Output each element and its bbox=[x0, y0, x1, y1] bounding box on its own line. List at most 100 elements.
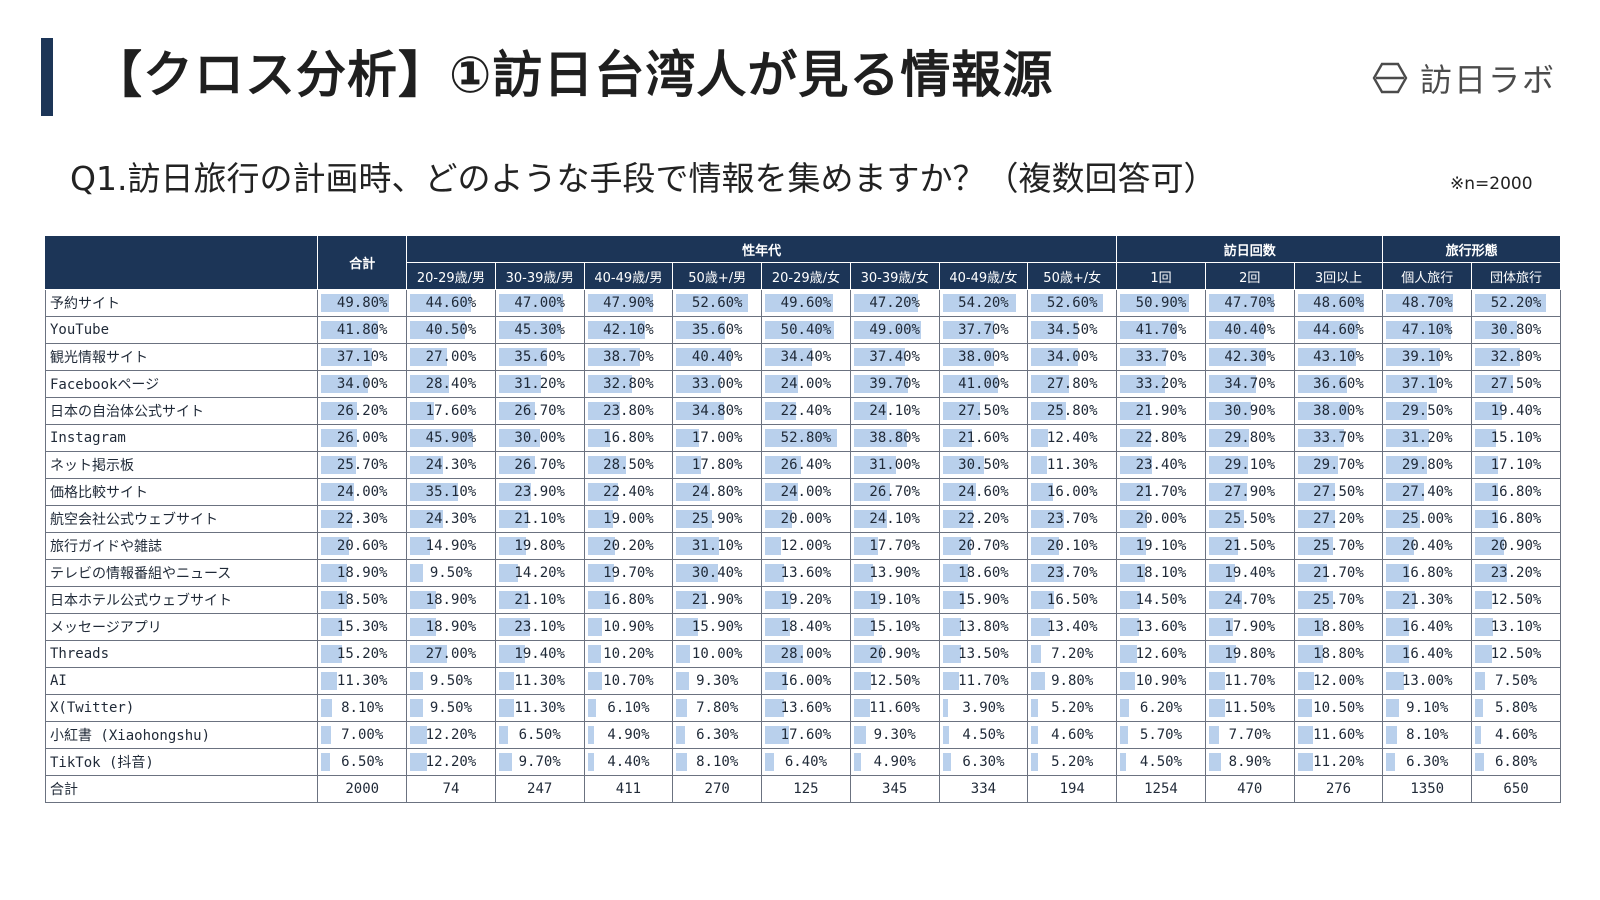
value-bar bbox=[498, 726, 508, 744]
value-cell: 29.80% bbox=[1382, 451, 1473, 479]
value-cell: 6.50% bbox=[317, 748, 408, 776]
value-cell: 10.20% bbox=[583, 640, 674, 668]
value-cell: 11.20% bbox=[1293, 748, 1384, 776]
table-row: X(Twitter) 8.10% 9.50% 11.30% 6.10% 7.80% 13.6… bbox=[44, 694, 1561, 722]
value-bar bbox=[765, 321, 834, 339]
value-label: 12.00% bbox=[780, 538, 832, 554]
column-header: 個人旅行 bbox=[1382, 262, 1473, 290]
value-cell: 24.70% bbox=[1204, 586, 1295, 614]
value-bar bbox=[1208, 483, 1247, 501]
value-label: 6.50% bbox=[341, 754, 384, 770]
value-cell: 23.70% bbox=[1027, 505, 1118, 533]
value-cell: 12.00% bbox=[761, 532, 851, 560]
value-cell: 17.00% bbox=[672, 424, 763, 452]
value-cell: 18.50% bbox=[317, 586, 408, 614]
value-bar bbox=[942, 375, 999, 393]
value-cell: 16.80% bbox=[583, 424, 674, 452]
total-value: 2000 bbox=[317, 775, 408, 803]
value-label: 5.20% bbox=[1051, 700, 1094, 716]
value-label: 42.30% bbox=[1224, 349, 1275, 365]
value-label: 7.70% bbox=[1228, 727, 1271, 743]
value-label: 17.70% bbox=[869, 538, 920, 554]
row-label: X(Twitter) bbox=[44, 694, 319, 722]
value-bar bbox=[498, 753, 513, 771]
value-cell: 12.50% bbox=[1471, 640, 1561, 668]
value-cell: 17.90% bbox=[1204, 613, 1295, 641]
value-cell: 22.30% bbox=[317, 505, 408, 533]
row-label: メッセージアプリ bbox=[44, 613, 319, 641]
value-label: 29.80% bbox=[1401, 457, 1453, 473]
value-bar bbox=[498, 537, 526, 555]
value-cell: 10.70% bbox=[583, 667, 674, 695]
value-label: 21.10% bbox=[514, 592, 565, 608]
value-label: 27.50% bbox=[1490, 376, 1542, 392]
value-cell: 49.60% bbox=[761, 289, 851, 317]
value-bar bbox=[676, 564, 718, 582]
value-cell: 26.00% bbox=[317, 424, 408, 452]
value-cell: 16.00% bbox=[1027, 478, 1118, 506]
value-cell: 24.00% bbox=[761, 478, 851, 506]
value-cell: 26.70% bbox=[494, 451, 585, 479]
column-header: 30-39歳/男 bbox=[494, 262, 585, 290]
value-bar bbox=[765, 753, 774, 771]
value-bar bbox=[942, 753, 952, 771]
value-cell: 29.80% bbox=[1204, 424, 1295, 452]
value-cell: 14.20% bbox=[494, 559, 585, 587]
value-cell: 24.30% bbox=[406, 451, 496, 479]
value-bar bbox=[587, 537, 616, 555]
total-value: 345 bbox=[849, 775, 940, 803]
value-cell: 16.40% bbox=[1382, 613, 1473, 641]
value-cell: 52.60% bbox=[1027, 289, 1118, 317]
value-cell: 13.80% bbox=[938, 613, 1029, 641]
total-value: 1350 bbox=[1382, 775, 1473, 803]
table-row: ネット掲示板 25.70% 24.30% 26.70% 28.50% 17.80% 26.4… bbox=[44, 451, 1561, 479]
value-label: 23.80% bbox=[603, 403, 654, 419]
value-label: 19.40% bbox=[514, 646, 565, 662]
table-row: テレビの情報番組やニュース 18.90% 9.50% 14.20% 19.70% 30.4… bbox=[44, 559, 1561, 587]
row-label: Threads bbox=[44, 640, 319, 668]
value-cell: 12.60% bbox=[1116, 640, 1206, 668]
row-label: 価格比較サイト bbox=[44, 478, 319, 506]
value-cell: 37.40% bbox=[849, 343, 940, 371]
value-label: 41.80% bbox=[336, 322, 388, 338]
value-bar bbox=[587, 402, 620, 420]
value-bar bbox=[1120, 375, 1166, 393]
value-cell: 41.70% bbox=[1116, 316, 1206, 344]
value-bar bbox=[1120, 402, 1150, 420]
value-bar bbox=[321, 618, 343, 636]
value-cell: 23.80% bbox=[583, 397, 674, 425]
value-label: 19.80% bbox=[1224, 646, 1275, 662]
value-bar bbox=[765, 699, 784, 717]
value-label: 20.90% bbox=[869, 646, 920, 662]
value-label: 12.40% bbox=[1046, 430, 1098, 446]
value-label: 22.20% bbox=[958, 511, 1009, 527]
value-bar bbox=[410, 294, 471, 312]
value-cell: 21.70% bbox=[1293, 559, 1384, 587]
value-cell: 39.10% bbox=[1382, 343, 1473, 371]
value-bar bbox=[321, 699, 333, 717]
value-bar bbox=[410, 564, 424, 582]
value-label: 8.90% bbox=[1228, 754, 1271, 770]
value-cell: 45.30% bbox=[494, 316, 585, 344]
value-label: 19.40% bbox=[1490, 403, 1542, 419]
value-cell: 5.80% bbox=[1471, 694, 1561, 722]
value-label: 20.90% bbox=[1490, 538, 1542, 554]
table-row: 日本の自治体公式サイト 26.20% 17.60% 26.70% 23.80% 34.80… bbox=[44, 397, 1561, 425]
value-label: 4.90% bbox=[873, 754, 916, 770]
total-value: 194 bbox=[1027, 775, 1118, 803]
value-bar bbox=[498, 699, 515, 717]
value-cell: 6.10% bbox=[583, 694, 674, 722]
value-bar bbox=[498, 591, 528, 609]
value-cell: 9.50% bbox=[406, 694, 496, 722]
value-cell: 26.40% bbox=[761, 451, 851, 479]
value-cell: 25.50% bbox=[1204, 505, 1295, 533]
value-cell: 19.70% bbox=[583, 559, 674, 587]
value-label: 41.70% bbox=[1135, 322, 1187, 338]
value-cell: 40.50% bbox=[406, 316, 496, 344]
value-bar bbox=[1031, 645, 1042, 663]
value-bar bbox=[321, 321, 379, 339]
value-bar bbox=[1475, 726, 1482, 744]
value-cell: 15.10% bbox=[849, 613, 940, 641]
value-label: 13.60% bbox=[780, 565, 832, 581]
value-cell: 16.80% bbox=[1471, 505, 1561, 533]
